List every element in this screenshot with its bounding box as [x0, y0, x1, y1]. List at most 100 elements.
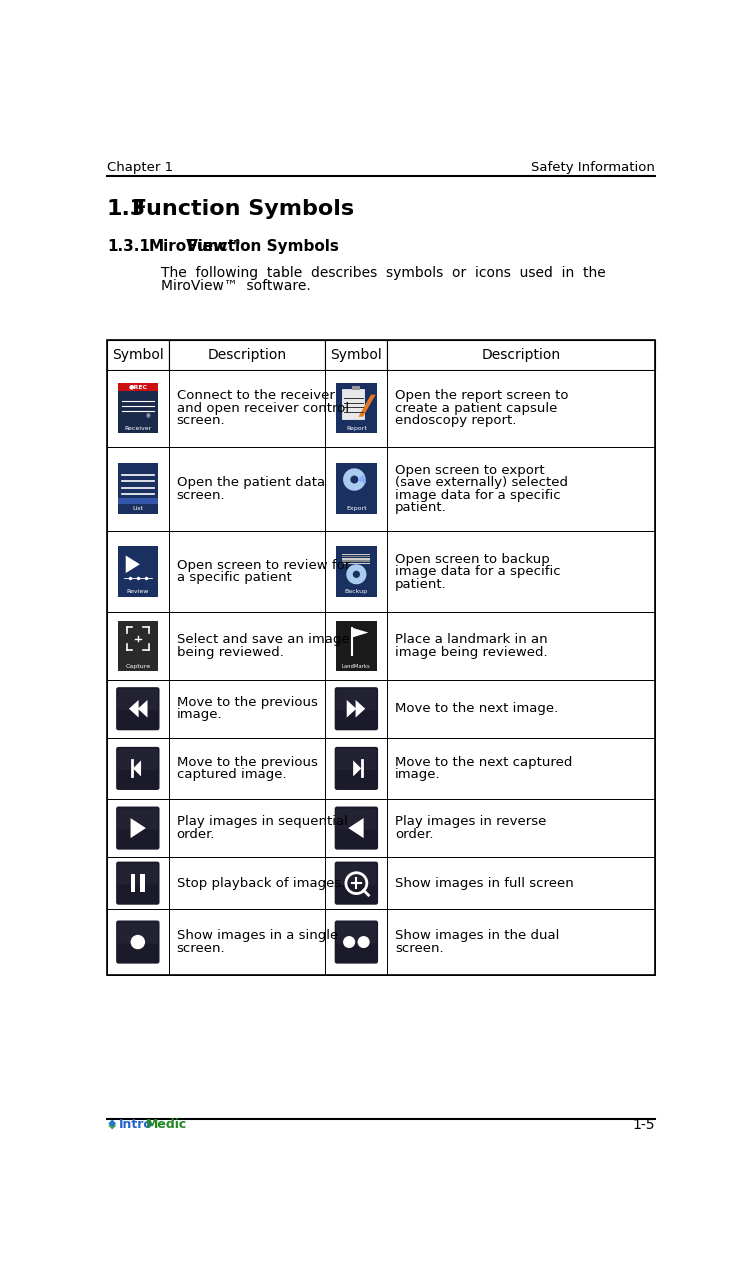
Bar: [325, 370, 387, 446]
Text: 1.3.1: 1.3.1: [107, 239, 149, 254]
Bar: [117, 621, 158, 661]
Bar: [325, 857, 387, 910]
Bar: [107, 738, 169, 799]
Text: patient.: patient.: [395, 500, 447, 514]
FancyBboxPatch shape: [117, 382, 158, 422]
Bar: [387, 531, 655, 612]
Text: Open screen to review for: Open screen to review for: [177, 559, 350, 572]
Text: Function Symbols: Function Symbols: [182, 239, 339, 254]
FancyBboxPatch shape: [337, 689, 377, 711]
Polygon shape: [126, 556, 140, 574]
Text: Show images in full screen: Show images in full screen: [395, 876, 574, 889]
Text: image data for a specific: image data for a specific: [395, 566, 561, 579]
Text: Play images in sequential: Play images in sequential: [177, 816, 348, 829]
Bar: [387, 738, 655, 799]
Text: Backup: Backup: [345, 589, 368, 594]
Bar: [107, 370, 169, 446]
FancyBboxPatch shape: [116, 862, 160, 905]
Bar: [387, 799, 655, 857]
Polygon shape: [133, 761, 141, 776]
Text: Show images in a single: Show images in a single: [177, 929, 338, 943]
FancyBboxPatch shape: [117, 808, 158, 830]
Bar: [117, 498, 158, 503]
Text: Move to the previous: Move to the previous: [177, 697, 317, 709]
FancyBboxPatch shape: [117, 689, 158, 711]
FancyBboxPatch shape: [337, 863, 377, 885]
Text: 1.3: 1.3: [107, 199, 146, 219]
FancyBboxPatch shape: [116, 747, 160, 790]
Bar: [169, 340, 325, 370]
Polygon shape: [137, 701, 148, 717]
FancyBboxPatch shape: [337, 808, 377, 830]
Text: Report: Report: [346, 426, 367, 431]
Text: create a patient capsule: create a patient capsule: [395, 402, 557, 414]
FancyBboxPatch shape: [116, 920, 160, 964]
Text: Function Symbols: Function Symbols: [132, 199, 354, 219]
Bar: [107, 446, 169, 531]
Bar: [387, 340, 655, 370]
Bar: [325, 799, 387, 857]
Text: ◉: ◉: [146, 412, 150, 417]
Bar: [117, 661, 158, 671]
Bar: [337, 463, 377, 503]
Bar: [140, 874, 145, 892]
Text: screen.: screen.: [177, 414, 225, 427]
Polygon shape: [129, 701, 139, 717]
Text: and open receiver control: and open receiver control: [177, 402, 348, 414]
FancyBboxPatch shape: [334, 747, 378, 790]
Bar: [337, 621, 377, 661]
Bar: [343, 556, 371, 557]
Circle shape: [346, 565, 366, 584]
Bar: [337, 547, 377, 586]
Text: Description: Description: [481, 348, 561, 362]
FancyBboxPatch shape: [334, 807, 378, 849]
Bar: [117, 422, 158, 434]
Bar: [169, 799, 325, 857]
Bar: [131, 874, 135, 892]
Bar: [107, 680, 169, 738]
Bar: [325, 446, 387, 531]
Polygon shape: [353, 761, 361, 776]
Text: screen.: screen.: [395, 942, 444, 955]
FancyBboxPatch shape: [117, 863, 158, 885]
FancyBboxPatch shape: [117, 749, 158, 770]
Bar: [337, 661, 377, 671]
Polygon shape: [348, 819, 363, 838]
Bar: [169, 446, 325, 531]
Text: Connect to the receiver: Connect to the receiver: [177, 389, 334, 403]
FancyBboxPatch shape: [117, 922, 158, 943]
Bar: [107, 340, 169, 370]
Bar: [107, 531, 169, 612]
Text: List: List: [132, 507, 143, 512]
Bar: [107, 612, 169, 680]
Circle shape: [357, 937, 370, 948]
Bar: [169, 910, 325, 975]
Polygon shape: [358, 395, 376, 417]
Polygon shape: [347, 701, 357, 717]
Text: LandMarks: LandMarks: [342, 663, 371, 668]
Text: image being reviewed.: image being reviewed.: [395, 645, 548, 658]
Text: being reviewed.: being reviewed.: [177, 645, 283, 658]
Bar: [343, 553, 371, 556]
Text: order.: order.: [177, 828, 215, 840]
Text: Receiver: Receiver: [124, 426, 152, 431]
Polygon shape: [131, 819, 146, 838]
Text: Stop playback of images.: Stop playback of images.: [177, 876, 345, 889]
Bar: [107, 799, 169, 857]
Text: Open the report screen to: Open the report screen to: [395, 389, 568, 403]
FancyBboxPatch shape: [116, 807, 160, 849]
Bar: [169, 612, 325, 680]
Bar: [387, 910, 655, 975]
Text: screen.: screen.: [177, 942, 225, 955]
Bar: [117, 586, 158, 597]
FancyBboxPatch shape: [337, 922, 377, 943]
Bar: [387, 612, 655, 680]
Bar: [325, 680, 387, 738]
Text: endoscopy report.: endoscopy report.: [395, 414, 516, 427]
Text: Description: Description: [207, 348, 287, 362]
Text: captured image.: captured image.: [177, 769, 286, 781]
Bar: [337, 586, 377, 597]
Polygon shape: [352, 627, 369, 638]
Bar: [107, 857, 169, 910]
Bar: [387, 446, 655, 531]
